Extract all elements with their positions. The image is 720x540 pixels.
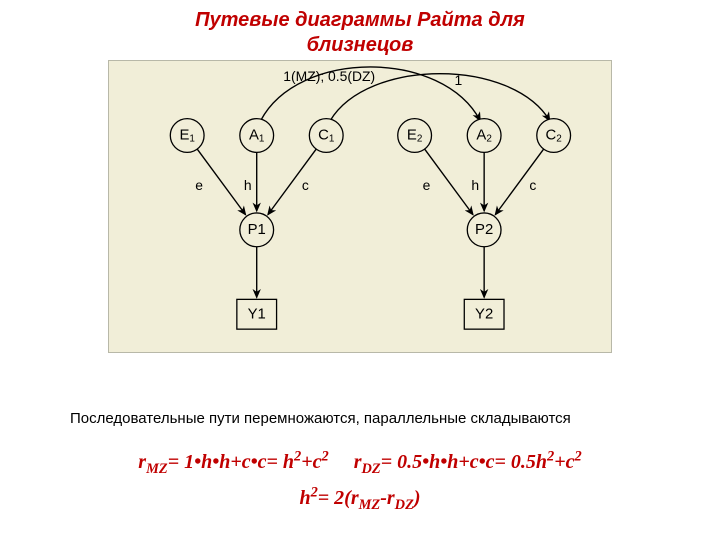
page-title: Путевые диаграммы Райта для близнецов xyxy=(0,0,720,58)
edge-label-h: h xyxy=(471,177,479,193)
formula-mz: rMZ= 1•h•h+c•c= h2+c2 xyxy=(138,451,333,473)
formula-dz: rDZ= 0.5•h•h+c•c= 0.5h2+c2 xyxy=(354,451,582,473)
path-diagram-svg: ehcehc1(MZ); 0.5(DZ)1E1A1C1E2A2C2P1P2Y1Y… xyxy=(109,61,611,352)
formula-row-2: h2= 2(rMZ-rDZ) xyxy=(0,484,720,514)
edge-label-e: e xyxy=(195,177,203,193)
title-line-1: Путевые диаграммы Райта для xyxy=(0,8,720,33)
node-label-Y1: Y1 xyxy=(248,306,266,322)
formula-h2: h2= 2(rMZ-rDZ) xyxy=(299,487,420,509)
top-one-label: 1 xyxy=(454,72,462,88)
arrow-C2-P2 xyxy=(495,149,543,215)
caption-text: Последовательные пути перемножаются, пар… xyxy=(70,410,571,427)
edge-label-h: h xyxy=(244,177,252,193)
node-label-P2: P2 xyxy=(475,222,493,238)
node-label-P1: P1 xyxy=(248,222,266,238)
edge-label-c: c xyxy=(529,177,536,193)
edge-label-c: c xyxy=(302,177,309,193)
arrow-E2-P2 xyxy=(425,149,473,215)
arrow-C1-P1 xyxy=(268,149,316,215)
top-correlation-label: 1(MZ); 0.5(DZ) xyxy=(283,68,375,84)
arrow-E1-P1 xyxy=(197,149,245,215)
title-line-2: близнецов xyxy=(0,33,720,58)
formula-row-1: rMZ= 1•h•h+c•c= h2+c2 rDZ= 0.5•h•h+c•c= … xyxy=(0,448,720,478)
diagram-frame: ehcehc1(MZ); 0.5(DZ)1E1A1C1E2A2C2P1P2Y1Y… xyxy=(108,60,612,353)
node-label-Y2: Y2 xyxy=(475,306,493,322)
edge-label-e: e xyxy=(423,177,431,193)
